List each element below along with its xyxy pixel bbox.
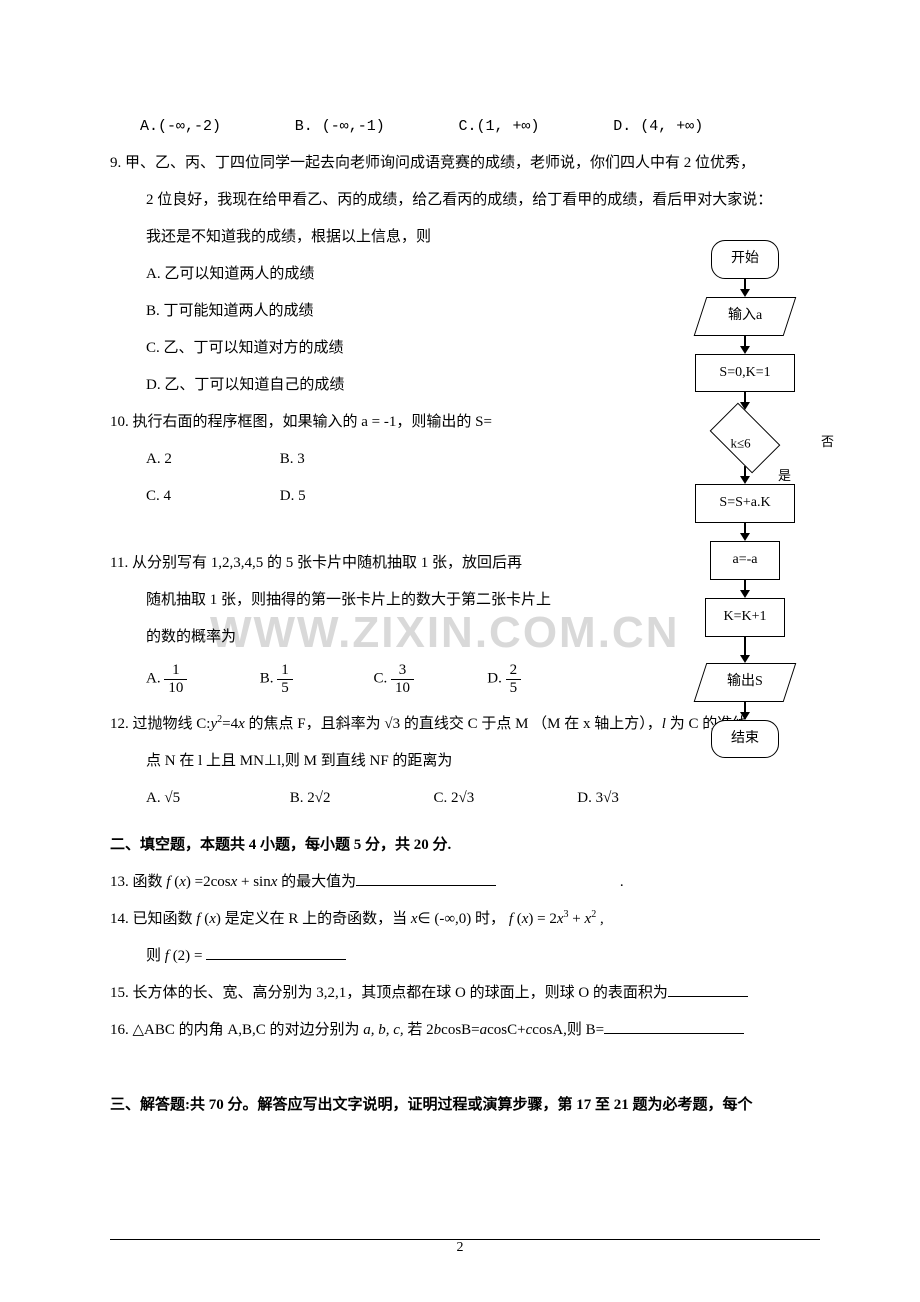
q14-blank <box>206 946 346 960</box>
q11-c-den: 10 <box>391 680 414 697</box>
q9-stem1: 甲、乙、丙、丁四位同学一起去向老师询问成语竞赛的成绩，老师说，你们四人中有 2 … <box>125 155 755 171</box>
section3-heading: 三、解答题:共 70 分。解答应写出文字说明，证明过程或演算步骤，第 17 至 … <box>110 1089 820 1122</box>
q14-num: 14. <box>110 911 129 927</box>
q11-d-den: 5 <box>506 680 522 697</box>
q13-stem-b: =2cos <box>191 874 231 890</box>
q11-b-den: 5 <box>277 680 293 697</box>
flowchart: 开始 输入a S=0,K=1 k≤6 否 是 S=S+a.K a=-a K=K+… <box>660 240 830 758</box>
q16-stem-d: cosC+ <box>487 1022 525 1038</box>
q14-line2: 则 f (2) = <box>110 940 820 973</box>
q13-stem-d: 的最大值为 <box>277 874 356 890</box>
q12-opt-b: B. 2√2 <box>290 782 430 815</box>
q10-opt-b: B. 3 <box>280 451 305 467</box>
q11-a-den: 10 <box>164 680 187 697</box>
q16-stem-b: 若 2 <box>404 1022 434 1038</box>
q11-b-label: B. <box>260 670 274 686</box>
q12-opt-d: D. 3√3 <box>577 790 619 806</box>
option-a: A.(-∞,-2) <box>140 110 221 143</box>
fc-inc: K=K+1 <box>705 598 785 637</box>
fc-input: 输入a <box>694 297 797 336</box>
q12-stem1a: 过抛物线 C: <box>133 716 211 732</box>
q12-stem1b: =4 <box>222 716 238 732</box>
q12-stem1d: 的直线交 C 于点 M （M 在 x 轴上方）， <box>400 716 662 732</box>
q9-stem2: 2 位良好，我现在给甲看乙、丙的成绩，给乙看丙的成绩，给丁看甲的成绩，看后甲对大… <box>110 184 820 217</box>
q11-d-label: D. <box>487 670 502 686</box>
q14: 14. 已知函数 f (x) 是定义在 R 上的奇函数，当 x∈ (-∞,0) … <box>110 903 820 936</box>
q16-num: 16. <box>110 1022 129 1038</box>
q11-c-num: 3 <box>391 662 414 680</box>
q10-stem: 执行右面的程序框图，如果输入的 a = -1，则输出的 S= <box>133 414 492 430</box>
q13: 13. 函数 f (x) =2cosx + sinx 的最大值为 . <box>110 866 820 899</box>
q12-num: 12. <box>110 716 129 732</box>
q13-blank <box>356 872 496 886</box>
q14-stem-c: 时， <box>471 911 505 927</box>
q10-num: 10. <box>110 414 129 430</box>
q12-opt-a: A. √5 <box>146 782 286 815</box>
q16-stem-c: cosB= <box>441 1022 479 1038</box>
option-d: D. (4, +∞) <box>613 110 703 143</box>
q11-c-label: C. <box>374 670 388 686</box>
q14-stem-b: 是定义在 R 上的奇函数，当 <box>221 911 411 927</box>
fc-yes-label: 是 <box>778 462 791 491</box>
fc-start: 开始 <box>711 240 779 279</box>
fc-end: 结束 <box>711 720 779 759</box>
q11-num: 11. <box>110 555 128 571</box>
fc-init: S=0,K=1 <box>695 354 795 393</box>
q15-blank <box>668 983 748 997</box>
q12-sqrt3: √3 <box>384 716 400 732</box>
q13-stem-c: + sin <box>237 874 270 890</box>
q15-num: 15. <box>110 985 129 1001</box>
q10-opt-c: C. 4 <box>146 480 276 513</box>
q11-a-num: 1 <box>164 662 187 680</box>
q14-stem-a: 已知函数 <box>133 911 197 927</box>
q12-opt-c: C. 2√3 <box>434 782 574 815</box>
q11-a-label: A. <box>146 670 161 686</box>
option-c: C.(1, +∞) <box>459 110 540 143</box>
q9-num: 9. <box>110 155 121 171</box>
q14-stem-d: 则 <box>146 948 165 964</box>
q16-blank <box>604 1020 744 1034</box>
q14-stem-e: = <box>190 948 206 964</box>
q13-num: 13. <box>110 874 129 890</box>
q11-d-num: 2 <box>506 662 522 680</box>
q11-stem1: 从分别写有 1,2,3,4,5 的 5 张卡片中随机抽取 1 张，放回后再 <box>132 555 522 571</box>
q16-stem-a: △ABC 的内角 A,B,C 的对边分别为 <box>133 1022 364 1038</box>
q10-opt-d: D. 5 <box>280 488 306 504</box>
q9: 9. 甲、乙、丙、丁四位同学一起去向老师询问成语竞赛的成绩，老师说，你们四人中有… <box>110 147 820 180</box>
fc-no-label: 否 <box>821 428 834 457</box>
option-b: B. (-∞,-1) <box>295 110 385 143</box>
q12-options: A. √5 B. 2√2 C. 2√3 D. 3√3 <box>110 782 820 815</box>
fc-neg: a=-a <box>710 541 780 580</box>
q15: 15. 长方体的长、宽、高分别为 3,2,1，其顶点都在球 O 的球面上，则球 … <box>110 977 820 1010</box>
q16-stem-e: cosA,则 B= <box>532 1022 604 1038</box>
q12-stem1c: 的焦点 F，且斜率为 <box>245 716 385 732</box>
q13-stem-a: 函数 <box>133 874 167 890</box>
q15-stem: 长方体的长、宽、高分别为 3,2,1，其顶点都在球 O 的球面上，则球 O 的表… <box>133 985 668 1001</box>
section2-heading: 二、填空题，本题共 4 小题，每小题 5 分，共 20 分. <box>110 829 820 862</box>
q11-b-num: 1 <box>277 662 293 680</box>
fc-output: 输出S <box>694 663 797 702</box>
fc-cond: k≤6 <box>710 403 781 474</box>
q13-dot: . <box>620 874 624 890</box>
q10-opt-a: A. 2 <box>146 443 276 476</box>
q8-options: A.(-∞,-2) B. (-∞,-1) C.(1, +∞) D. (4, +∞… <box>110 110 820 143</box>
page-number: 2 <box>0 1233 920 1264</box>
q16: 16. △ABC 的内角 A,B,C 的对边分别为 a, b, c, 若 2bc… <box>110 1014 820 1047</box>
